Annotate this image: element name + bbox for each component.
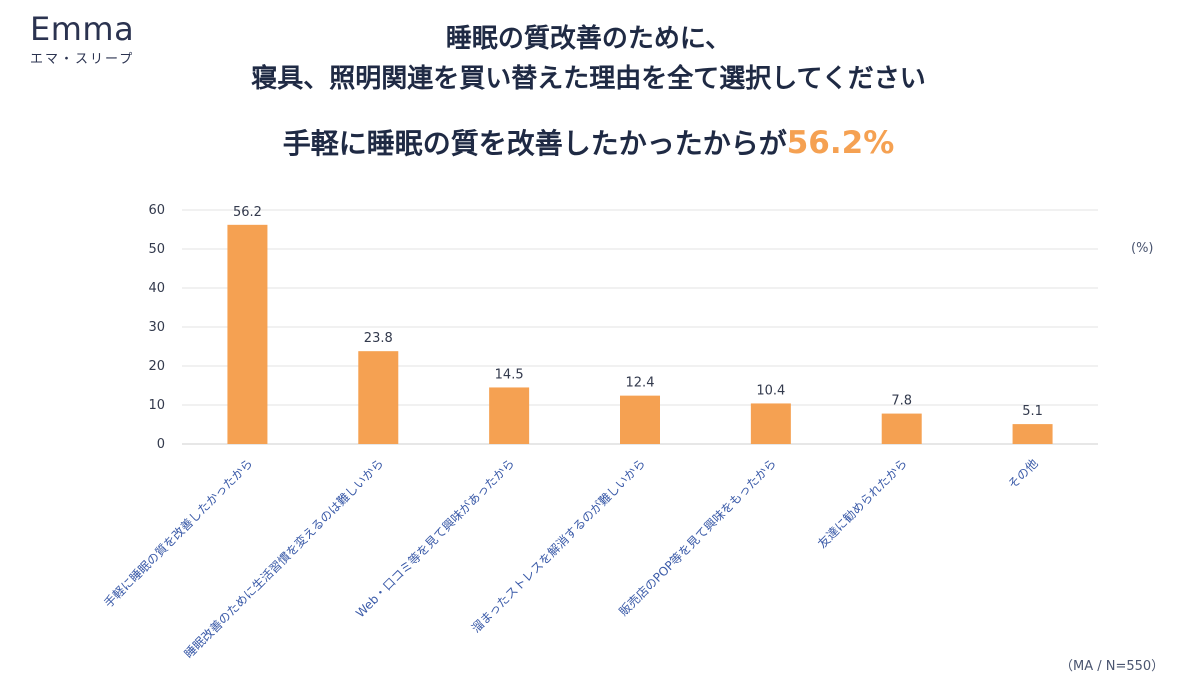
bar xyxy=(750,403,791,444)
y-tick-label: 10 xyxy=(148,398,165,413)
bar xyxy=(489,387,530,444)
y-tick-label: 0 xyxy=(157,437,165,452)
logo-subtitle: エマ・スリープ xyxy=(30,52,135,67)
y-tick-label: 60 xyxy=(148,203,165,218)
bar-value-label: 12.4 xyxy=(626,376,655,391)
y-axis-ticks: 0 10 20 30 40 50 60 xyxy=(148,203,165,452)
bar-value-label: 14.5 xyxy=(495,367,524,382)
category-label: 睡眠改善のために生活習慣を変えるのは難しいから xyxy=(181,456,387,662)
category-labels: 手軽に睡眠の質を改善したかったから睡眠改善のために生活習慣を変えるのは難しいから… xyxy=(101,456,1041,662)
y-tick-label: 40 xyxy=(148,281,165,296)
logo-name: Emma xyxy=(30,10,135,48)
subtitle-text: 手軽に睡眠の質を改善したかったからが xyxy=(282,127,787,160)
bar xyxy=(227,224,268,444)
category-label: その他 xyxy=(1005,456,1040,491)
chart-title-line-1: 睡眠の質改善のために、 xyxy=(445,24,732,54)
y-tick-label: 30 xyxy=(148,320,165,335)
bars xyxy=(227,224,1053,444)
category-label: 手軽に睡眠の質を改善したかったから xyxy=(101,456,256,611)
category-label: 販売店のPOP等を見て興味をもったから xyxy=(616,456,779,619)
bar xyxy=(358,351,399,444)
bar-value-label: 10.4 xyxy=(756,383,785,398)
value-labels: 56.2 23.8 14.5 12.4 10.4 7.8 5.1 xyxy=(233,205,1043,419)
bar-value-label: 5.1 xyxy=(1022,404,1043,419)
bar-value-label: 7.8 xyxy=(891,394,912,409)
bar xyxy=(620,395,660,444)
footnote: （MA / N=550） xyxy=(1060,659,1165,674)
y-tick-label: 20 xyxy=(148,359,165,374)
logo: Emma エマ・スリープ xyxy=(30,12,160,67)
bar-value-label: 56.2 xyxy=(233,205,262,220)
y-tick-label: 50 xyxy=(148,242,165,257)
chart-title-line-2: 寝具、照明関連を買い替えた理由を全て選択してください xyxy=(251,64,926,94)
unit-label: (%) xyxy=(1131,241,1154,256)
bar xyxy=(1012,424,1053,444)
category-label: 友達に勧められたから xyxy=(815,456,910,551)
subtitle-highlight: 56.2% xyxy=(786,125,895,161)
chart-subtitle: 手軽に睡眠の質を改善したかったからが56.2% xyxy=(160,122,1017,162)
bar xyxy=(881,413,922,444)
category-label: Web・口コミ等を見て興味があったから xyxy=(352,456,517,621)
bar-value-label: 23.8 xyxy=(364,331,393,346)
